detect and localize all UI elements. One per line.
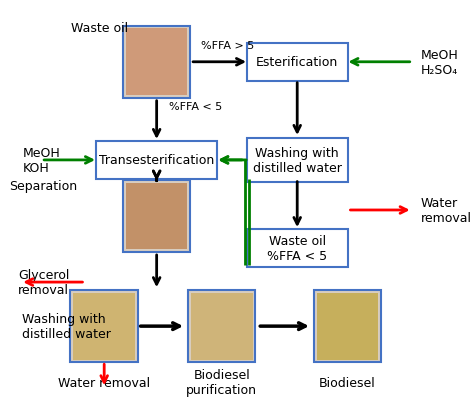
Text: Biodiesel: Biodiesel — [319, 376, 376, 389]
Text: Water removal: Water removal — [58, 376, 150, 389]
FancyBboxPatch shape — [247, 229, 347, 267]
Text: Washing with
distilled water: Washing with distilled water — [22, 312, 111, 340]
FancyBboxPatch shape — [73, 293, 135, 360]
Text: Transesterification: Transesterification — [99, 154, 214, 167]
Text: Biodiesel
purification: Biodiesel purification — [186, 368, 257, 396]
Text: %FFA < 5: %FFA < 5 — [169, 101, 222, 111]
FancyBboxPatch shape — [314, 290, 382, 363]
Text: Waste oil: Waste oil — [72, 22, 128, 35]
FancyBboxPatch shape — [71, 290, 138, 363]
Text: Glycerol
removal: Glycerol removal — [18, 268, 70, 296]
FancyBboxPatch shape — [126, 29, 188, 96]
FancyBboxPatch shape — [123, 180, 191, 253]
Text: Washing with
distilled water: Washing with distilled water — [253, 146, 342, 174]
FancyBboxPatch shape — [123, 26, 191, 99]
FancyBboxPatch shape — [96, 142, 218, 180]
FancyBboxPatch shape — [247, 138, 347, 182]
FancyBboxPatch shape — [317, 293, 378, 360]
FancyBboxPatch shape — [126, 183, 188, 250]
Text: MeOH
H₂SO₄: MeOH H₂SO₄ — [421, 49, 459, 77]
Text: Esterification: Esterification — [256, 56, 338, 69]
Text: Water
removal: Water removal — [421, 196, 472, 225]
FancyBboxPatch shape — [188, 290, 255, 363]
FancyBboxPatch shape — [191, 293, 253, 360]
FancyBboxPatch shape — [247, 44, 347, 81]
Text: %FFA > 5: %FFA > 5 — [201, 41, 255, 51]
Text: MeOH
KOH: MeOH KOH — [22, 146, 60, 174]
Text: Separation: Separation — [9, 180, 77, 193]
Text: Waste oil
%FFA < 5: Waste oil %FFA < 5 — [267, 235, 327, 262]
